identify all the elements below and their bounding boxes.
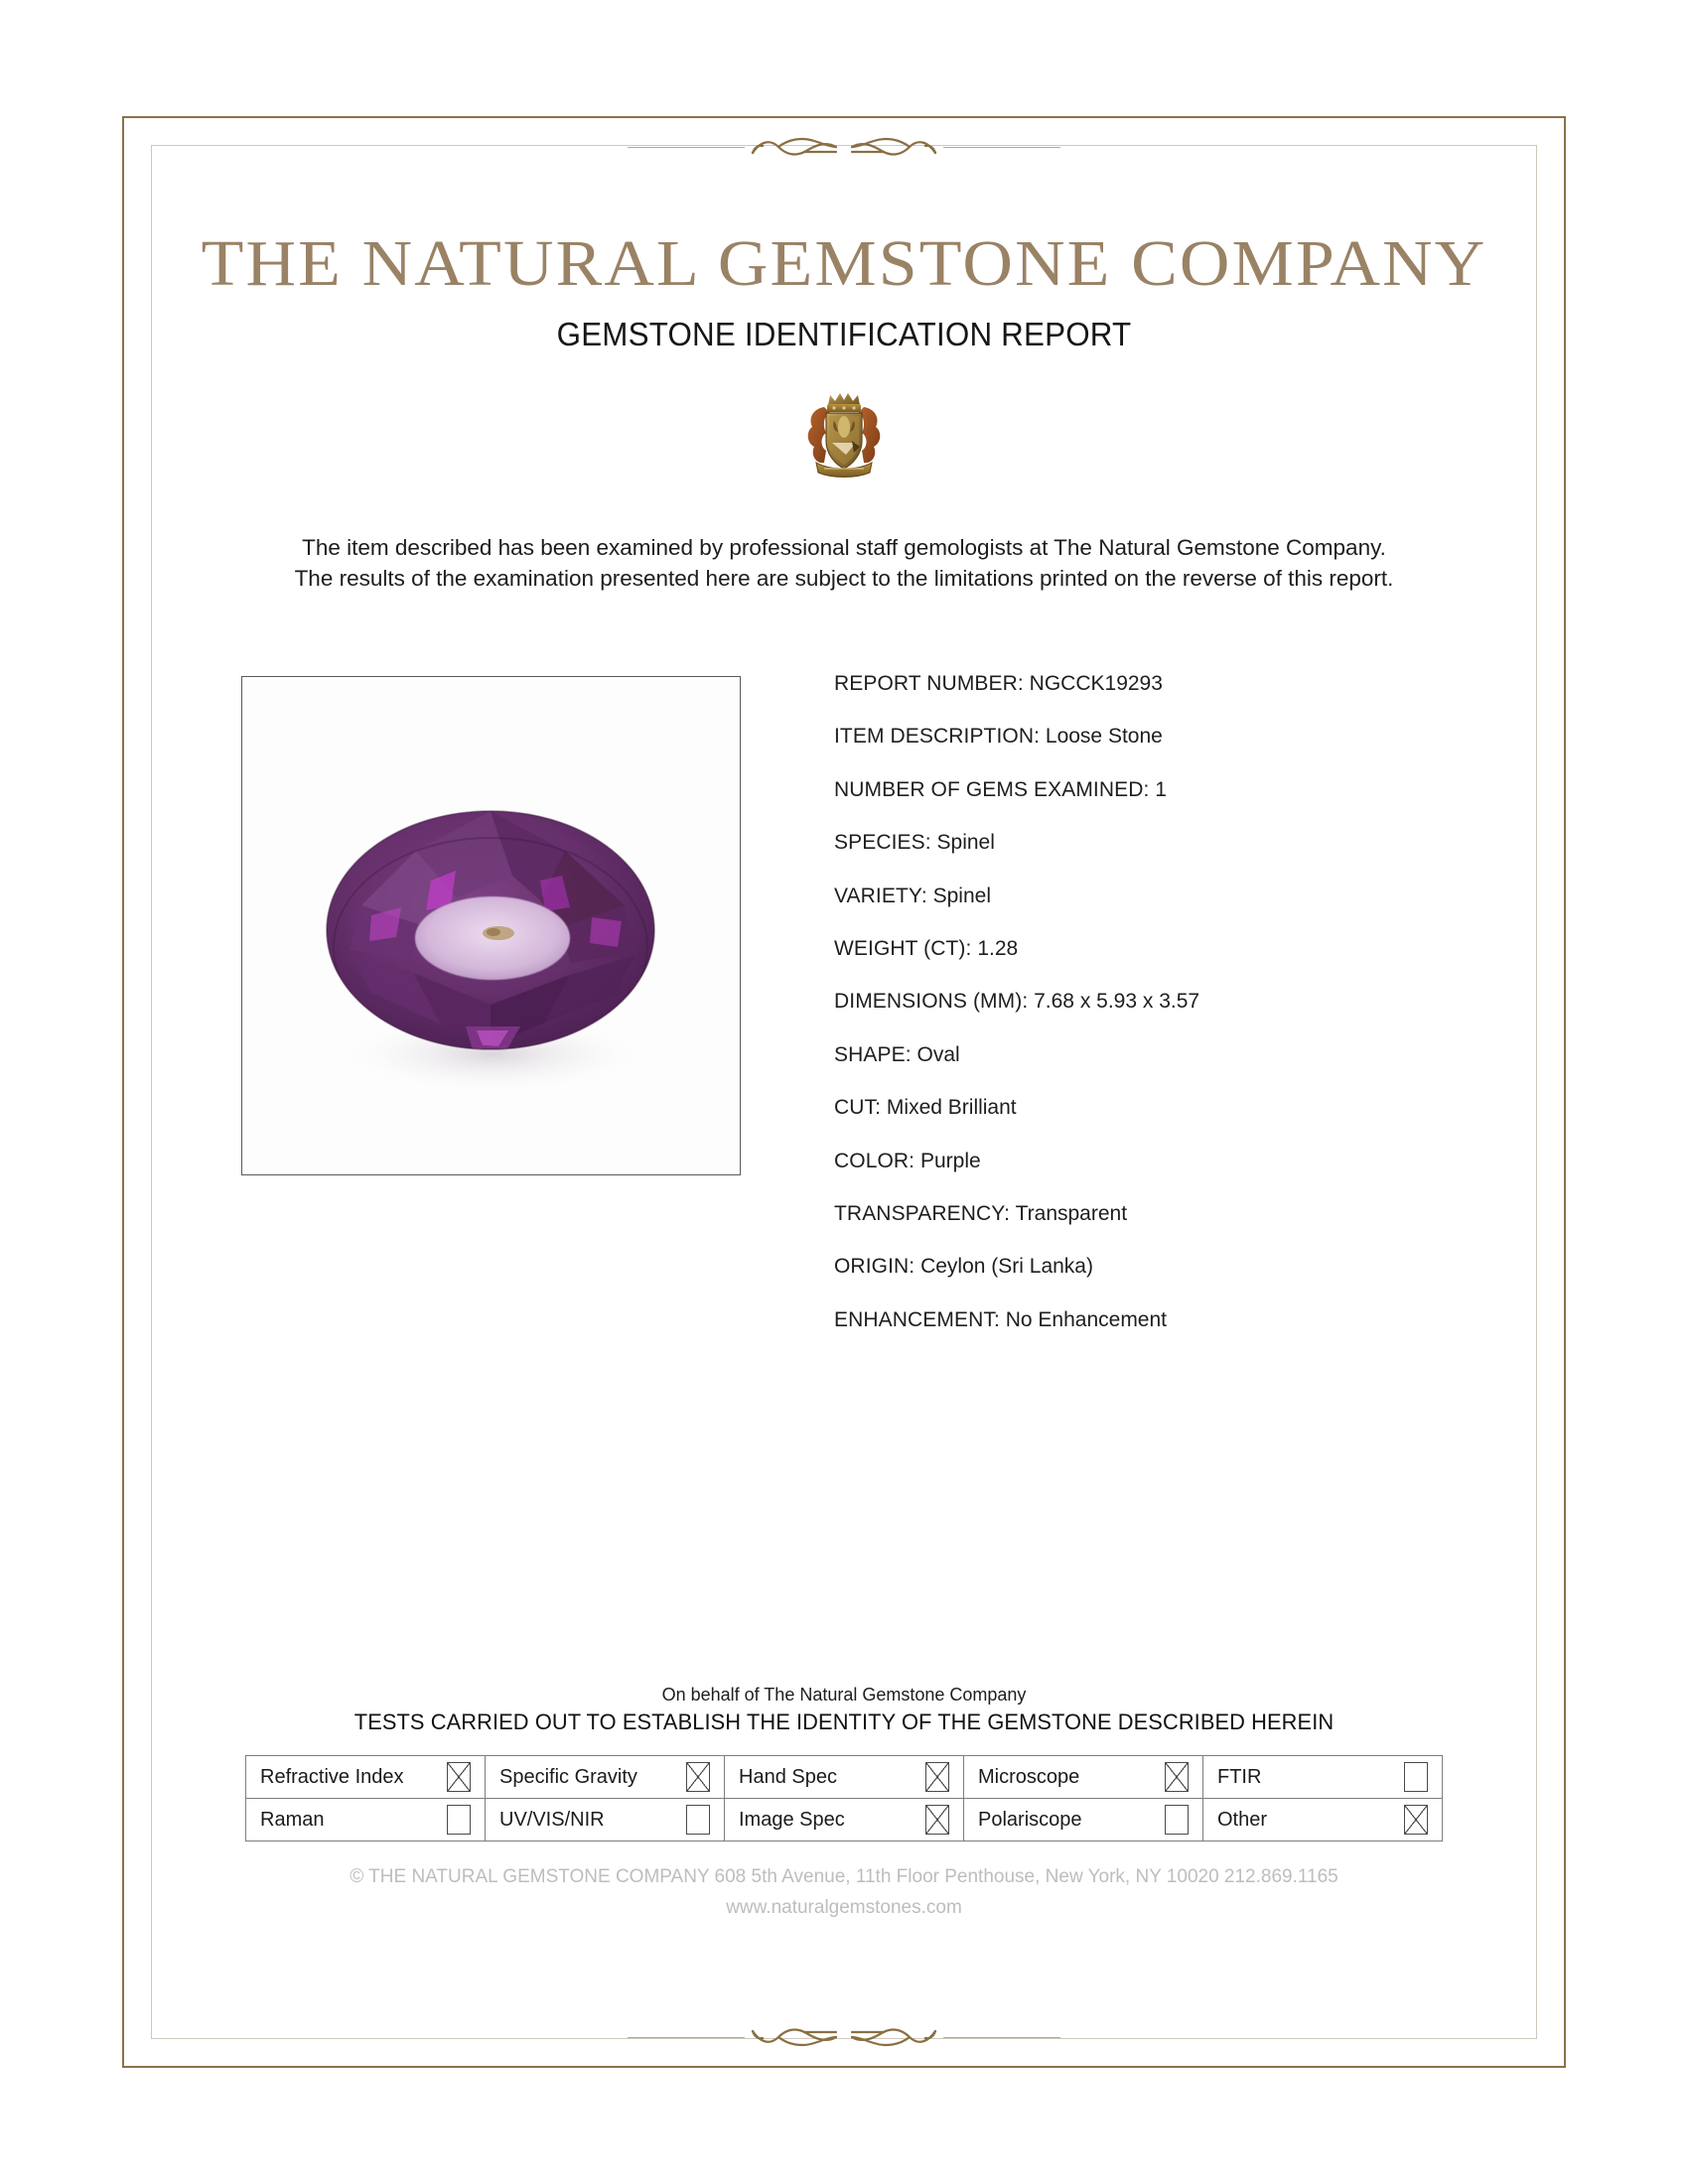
detail-value: Oval <box>916 1042 960 1066</box>
detail-value: Mixed Brilliant <box>886 1096 1017 1120</box>
detail-value: Spinel <box>936 831 995 855</box>
detail-value: No Enhancement <box>1005 1307 1168 1331</box>
top-ornament <box>0 127 1688 167</box>
test-checkbox[interactable] <box>686 1805 710 1835</box>
detail-label: COLOR: <box>834 1149 915 1172</box>
detail-row: SHAPE: Oval <box>834 1040 1450 1093</box>
detail-row: DIMENSIONS (MM): 7.68 x 5.93 x 3.57 <box>834 987 1450 1039</box>
test-cell-refractive-index[interactable]: Refractive Index <box>245 1755 486 1799</box>
test-cell-other[interactable]: Other <box>1202 1798 1443 1842</box>
test-label: Image Spec <box>739 1808 845 1831</box>
test-label: Specific Gravity <box>499 1765 637 1788</box>
test-cell-microscope[interactable]: Microscope <box>963 1755 1203 1799</box>
test-label: UV/VIS/NIR <box>499 1808 605 1831</box>
tests-table: Refractive Index Specific Gravity Hand S… <box>245 1755 1443 1842</box>
detail-row: TRANSPARENCY: Transparent <box>834 1199 1450 1252</box>
detail-label: TRANSPARENCY: <box>834 1201 1011 1225</box>
test-cell-ftir[interactable]: FTIR <box>1202 1755 1443 1799</box>
footer: © THE NATURAL GEMSTONE COMPANY 608 5th A… <box>0 1861 1688 1923</box>
detail-row: COLOR: Purple <box>834 1147 1450 1199</box>
tests-heading: TESTS CARRIED OUT TO ESTABLISH THE IDENT… <box>353 1709 1335 1734</box>
company-title: THE NATURAL GEMSTONE COMPANY <box>201 227 1487 300</box>
detail-row: CUT: Mixed Brilliant <box>834 1093 1450 1146</box>
detail-row: ITEM DESCRIPTION: Loose Stone <box>834 722 1450 774</box>
test-checkbox[interactable] <box>925 1762 949 1792</box>
detail-label: ORIGIN: <box>834 1255 915 1279</box>
detail-label: REPORT NUMBER: <box>834 672 1024 695</box>
detail-label: WEIGHT (CT): <box>834 936 972 960</box>
test-cell-image-spec[interactable]: Image Spec <box>724 1798 964 1842</box>
detail-row: REPORT NUMBER: NGCCK19293 <box>834 669 1450 722</box>
intro-line-2: The results of the examination presented… <box>294 566 1394 591</box>
test-checkbox[interactable] <box>1165 1805 1189 1835</box>
test-checkbox[interactable] <box>447 1805 471 1835</box>
detail-label: ITEM DESCRIPTION: <box>834 725 1041 749</box>
detail-value: 1 <box>1155 777 1167 801</box>
gemstone-details-list: REPORT NUMBER: NGCCK19293 ITEM DESCRIPTI… <box>834 669 1450 1358</box>
ornament-rule-right <box>943 2036 1060 2038</box>
detail-value: Purple <box>919 1149 981 1172</box>
test-label: Refractive Index <box>260 1765 404 1788</box>
detail-row: SPECIES: Spinel <box>834 828 1450 881</box>
table-row: Refractive Index Specific Gravity Hand S… <box>245 1755 1443 1799</box>
test-label: Hand Spec <box>739 1765 837 1788</box>
gemstone-photo <box>242 677 739 1173</box>
report-subtitle: GEMSTONE IDENTIFICATION REPORT <box>556 316 1132 352</box>
ornament-rule-left <box>628 2036 745 2038</box>
outer-decorative-border <box>122 116 1566 2068</box>
table-row: Raman UV/VIS/NIR Image Spec Polariscope <box>245 1798 1443 1842</box>
intro-paragraph: The item described has been examined by … <box>149 532 1539 594</box>
test-cell-uv-vis-nir[interactable]: UV/VIS/NIR <box>485 1798 725 1842</box>
test-checkbox[interactable] <box>1404 1762 1428 1792</box>
flourish-ornament-icon <box>751 137 937 156</box>
test-checkbox[interactable] <box>686 1762 710 1792</box>
flourish-ornament-icon <box>751 2028 937 2047</box>
detail-label: DIMENSIONS (MM): <box>834 990 1029 1014</box>
test-checkbox[interactable] <box>447 1762 471 1792</box>
heraldic-crest-icon <box>807 393 881 478</box>
bottom-ornament <box>0 2017 1688 2057</box>
detail-value: 1.28 <box>977 936 1019 960</box>
detail-value: Loose Stone <box>1045 725 1163 749</box>
crest-container <box>0 385 1688 480</box>
detail-label: SPECIES: <box>834 831 931 855</box>
test-cell-raman[interactable]: Raman <box>245 1798 486 1842</box>
test-checkbox[interactable] <box>1404 1805 1428 1835</box>
detail-label: NUMBER OF GEMS EXAMINED: <box>834 777 1150 801</box>
test-label: Other <box>1217 1808 1268 1831</box>
on-behalf-text: On behalf of The Natural Gemstone Compan… <box>661 1685 1027 1705</box>
footer-website[interactable]: www.naturalgemstones.com <box>726 1897 962 1918</box>
test-label: FTIR <box>1217 1765 1262 1788</box>
detail-row: NUMBER OF GEMS EXAMINED: 1 <box>834 775 1450 828</box>
detail-row: ENHANCEMENT: No Enhancement <box>834 1305 1450 1358</box>
intro-line-1: The item described has been examined by … <box>302 535 1386 560</box>
detail-label: SHAPE: <box>834 1042 912 1066</box>
test-checkbox[interactable] <box>1165 1762 1189 1792</box>
detail-value: Spinel <box>932 884 992 907</box>
detail-value: Ceylon (Sri Lanka) <box>920 1255 1093 1279</box>
test-cell-polariscope[interactable]: Polariscope <box>963 1798 1203 1842</box>
detail-label: CUT: <box>834 1096 882 1120</box>
test-checkbox[interactable] <box>925 1805 949 1835</box>
ornament-rule-right <box>943 146 1060 148</box>
detail-row: WEIGHT (CT): 1.28 <box>834 934 1450 987</box>
detail-row: VARIETY: Spinel <box>834 882 1450 934</box>
detail-value: NGCCK19293 <box>1029 672 1163 695</box>
detail-label: VARIETY: <box>834 884 927 907</box>
ornament-rule-left <box>628 146 745 148</box>
detail-value: Transparent <box>1015 1201 1128 1225</box>
detail-label: ENHANCEMENT: <box>834 1307 1000 1331</box>
test-label: Polariscope <box>978 1808 1082 1831</box>
test-cell-hand-spec[interactable]: Hand Spec <box>724 1755 964 1799</box>
inner-decorative-border <box>151 145 1537 2039</box>
test-label: Raman <box>260 1808 325 1831</box>
detail-row: ORIGIN: Ceylon (Sri Lanka) <box>834 1252 1450 1304</box>
footer-address: © THE NATURAL GEMSTONE COMPANY 608 5th A… <box>350 1866 1338 1887</box>
test-cell-specific-gravity[interactable]: Specific Gravity <box>485 1755 725 1799</box>
test-label: Microscope <box>978 1765 1080 1788</box>
detail-value: 7.68 x 5.93 x 3.57 <box>1034 990 1200 1014</box>
gemstone-image-frame <box>241 676 741 1175</box>
